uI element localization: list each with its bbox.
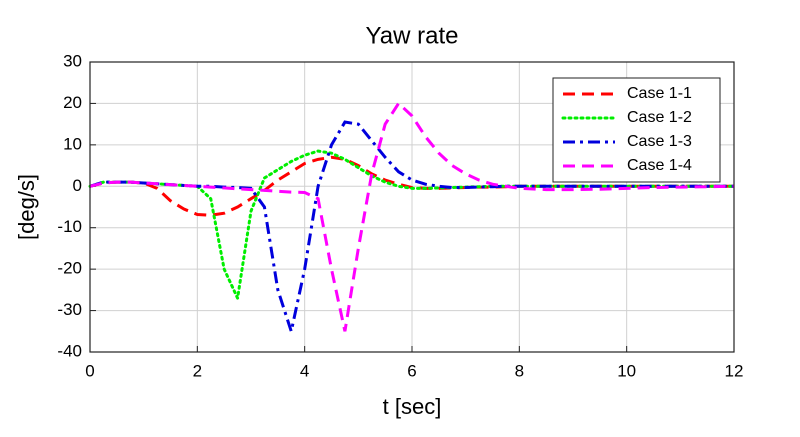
x-tick-label: 6 — [407, 361, 416, 380]
legend-label: Case 1-2 — [627, 109, 692, 126]
y-tick-label: -10 — [57, 217, 82, 236]
y-tick-label: 10 — [63, 134, 82, 153]
y-tick-label: 20 — [63, 93, 82, 112]
plot-frame — [89, 61, 735, 353]
x-axis-label: t [sec] — [383, 394, 442, 419]
y-tick-label: -30 — [57, 300, 82, 319]
legend-label: Case 1-1 — [627, 85, 692, 102]
x-tick-label: 8 — [515, 361, 524, 380]
x-tick-label: 0 — [85, 361, 94, 380]
legend-box — [552, 77, 721, 183]
chart-title: Yaw rate — [366, 22, 459, 49]
x-tick-label: 10 — [617, 361, 636, 380]
data-line — [89, 120, 734, 338]
x-tick-label: 12 — [725, 361, 744, 380]
y-axis-label: [deg/s] — [14, 174, 39, 240]
legend-label: Case 1-3 — [627, 133, 692, 150]
y-tick-label: -20 — [57, 259, 82, 278]
y-tick-label: -40 — [57, 341, 82, 360]
y-tick-label: 30 — [63, 51, 82, 70]
x-tick-label: 4 — [300, 361, 309, 380]
data-line — [88, 149, 736, 304]
y-tick-label: 0 — [73, 176, 82, 195]
x-tick-label: 2 — [193, 361, 202, 380]
legend-label: Case 1-4 — [627, 157, 692, 174]
